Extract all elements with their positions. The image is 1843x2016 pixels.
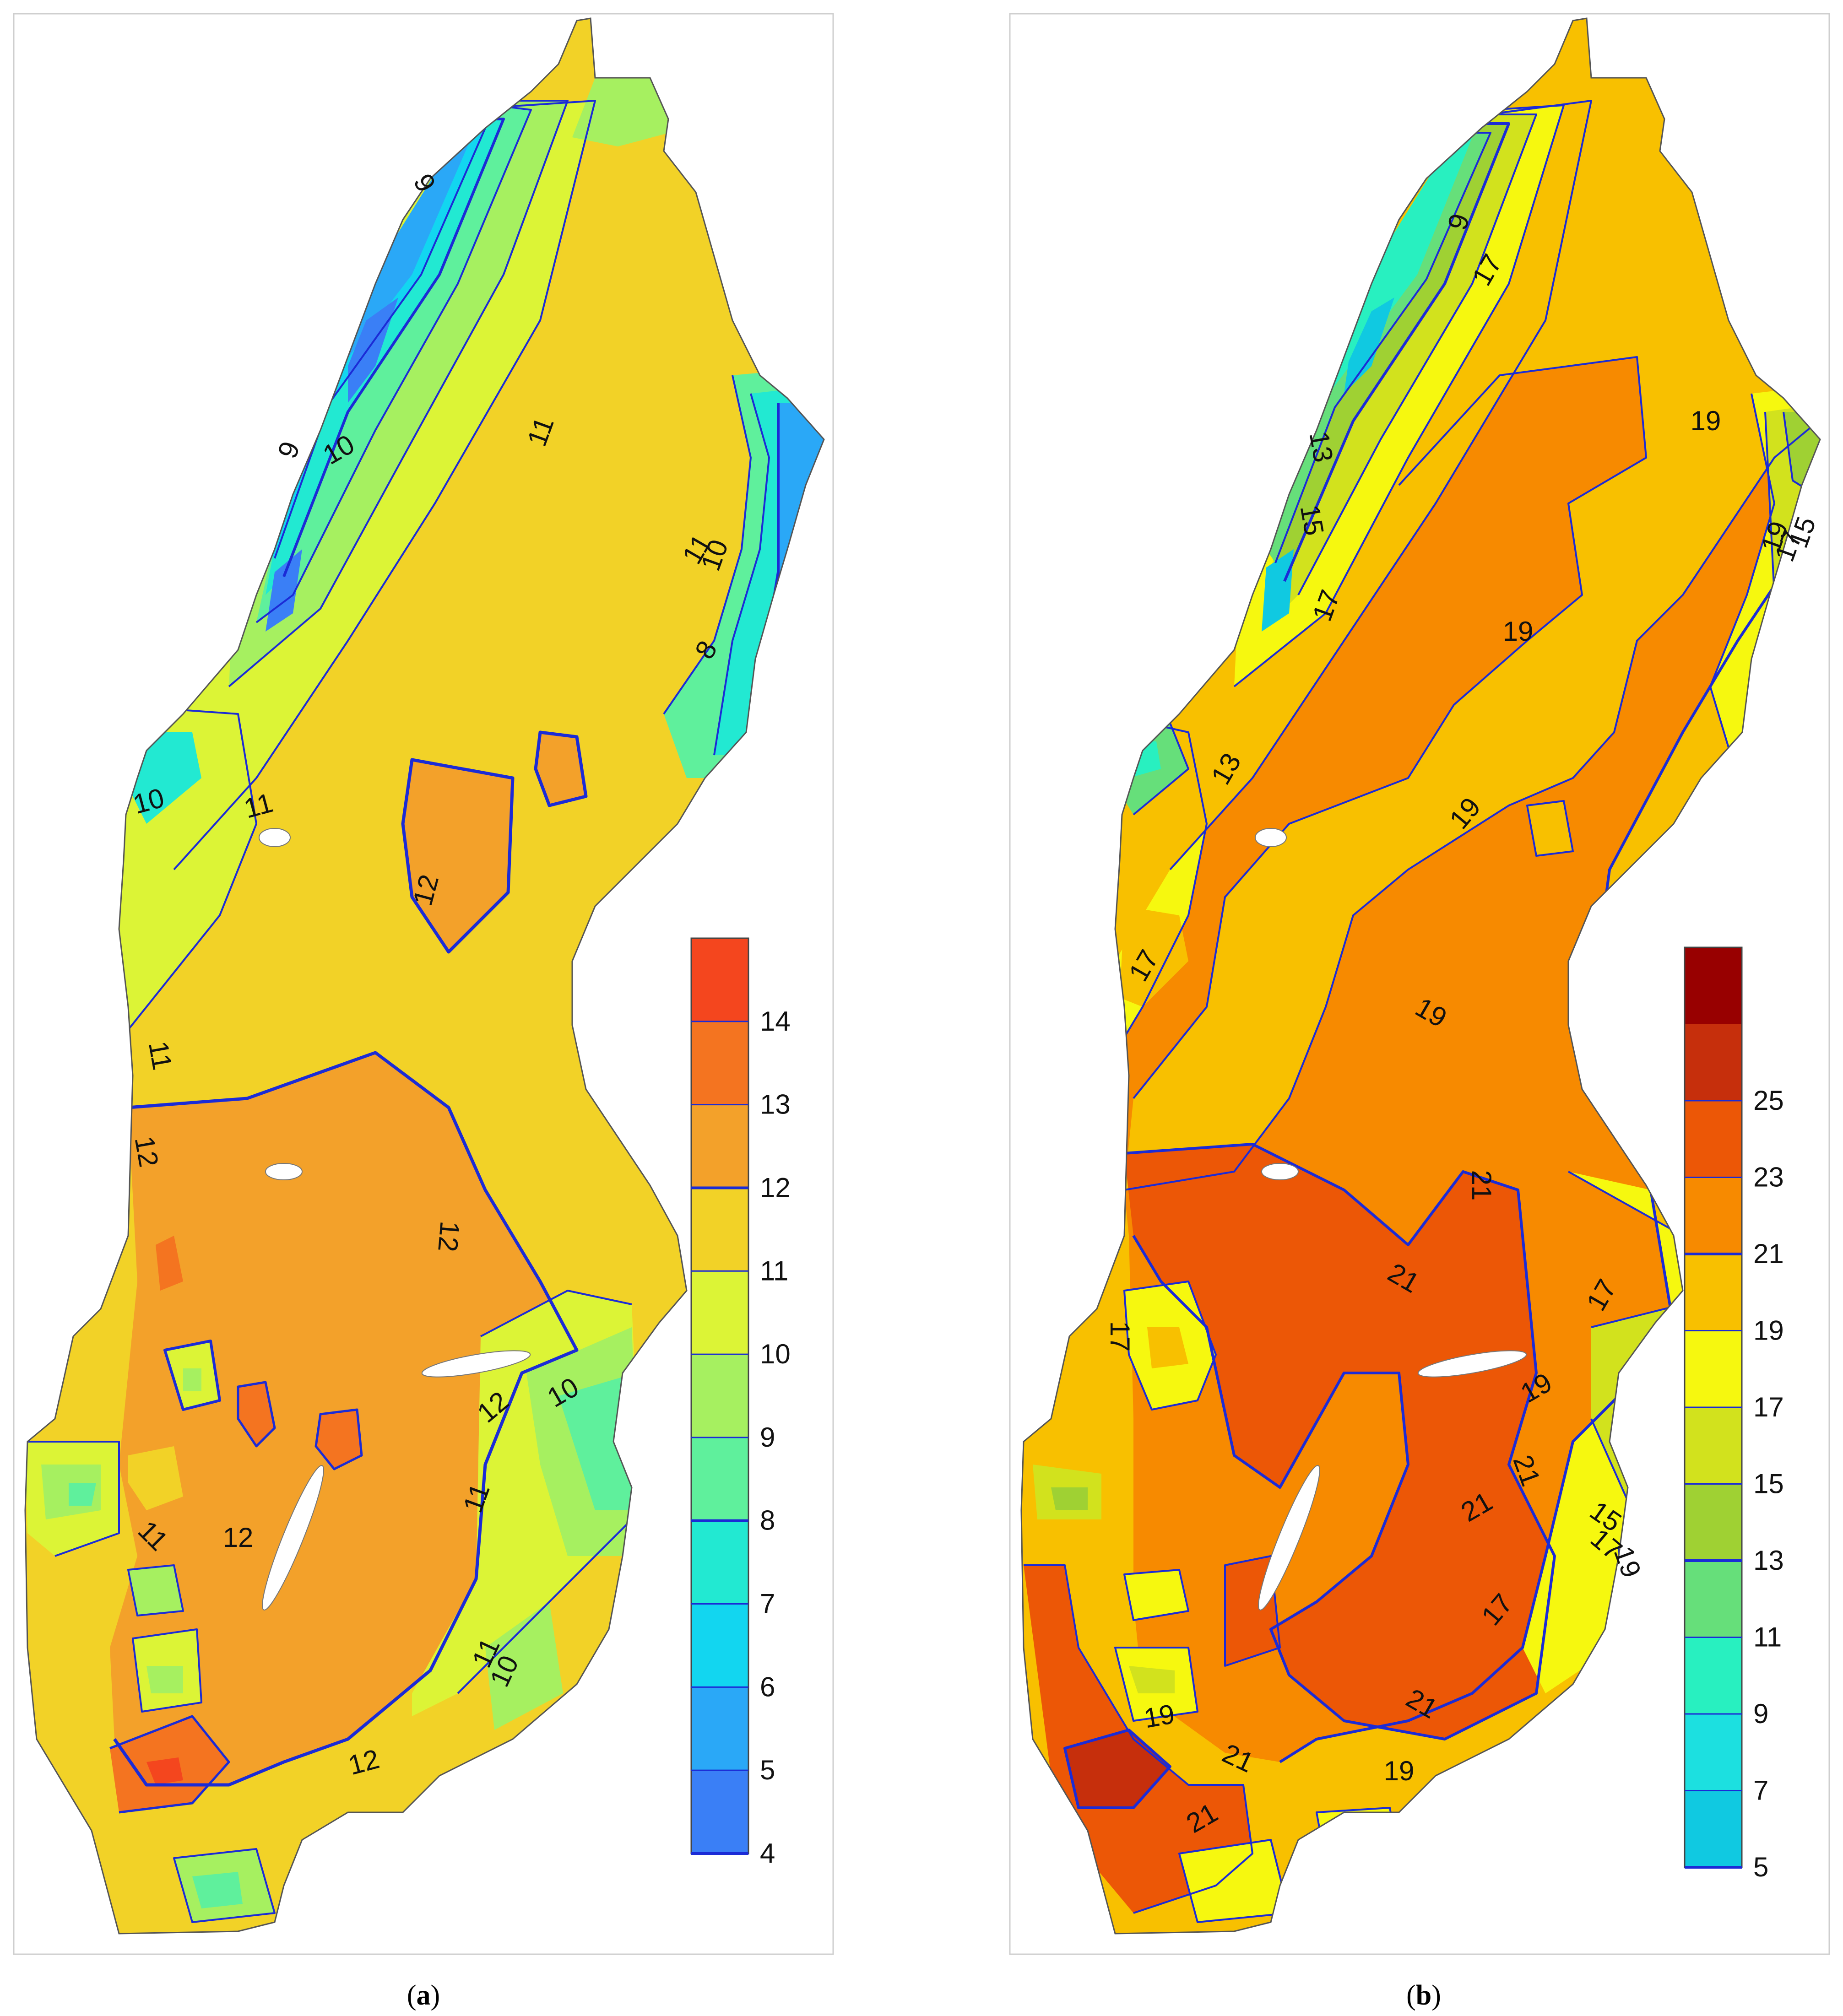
colorbar-swatch <box>1685 1254 1742 1331</box>
contour-label: 12 <box>129 1134 164 1169</box>
colorbar-tick-label: 6 <box>760 1671 775 1702</box>
contour-label: 19 <box>1503 616 1534 647</box>
colorbar-swatch <box>1685 1024 1742 1101</box>
colorbar-tick-label: 9 <box>760 1422 775 1453</box>
colorbar-swatch <box>691 1271 748 1355</box>
colorbar-tick-label: 13 <box>1753 1545 1784 1576</box>
colorbar-tick-label: 14 <box>760 1006 791 1037</box>
panel-a-caption-letter: a <box>417 1980 431 2011</box>
contour-label: 17 <box>1105 1321 1135 1352</box>
colorbar-swatch <box>1685 947 1742 1024</box>
colorbar-swatch <box>1685 1484 1742 1561</box>
colorbar-tick-label: 5 <box>760 1755 775 1785</box>
colorbar-tick-label: 25 <box>1753 1085 1784 1116</box>
colorbar-tick-label: 13 <box>760 1089 791 1120</box>
panel-b-caption-letter: b <box>1416 1980 1431 2011</box>
colorbar-tick-label: 15 <box>1753 1469 1784 1499</box>
contour-label: 15 <box>1294 503 1330 538</box>
colorbar-swatch <box>1685 1714 1742 1791</box>
contour-label: 19 <box>1691 405 1721 436</box>
colorbar-swatch <box>1685 1407 1742 1484</box>
colorbar-swatch <box>1685 1790 1742 1867</box>
colorbar-swatch <box>1685 1637 1742 1714</box>
panel-a-colorbar: 4 5 6 7 8 9 10 11 12 13 14 <box>690 937 791 1869</box>
colorbar-tick-label: 12 <box>760 1172 791 1203</box>
contour-label: 19 <box>1384 1756 1415 1786</box>
colorbar-swatch <box>1685 1177 1742 1254</box>
contour-label: 12 <box>223 1522 254 1553</box>
colorbar-swatch <box>691 938 748 1022</box>
colorbar-swatch <box>691 1021 748 1105</box>
colorbar-tick-label: 23 <box>1753 1162 1784 1193</box>
panel-b-caption: (b) <box>1406 1980 1441 2011</box>
contour-label: 13 <box>1303 429 1339 465</box>
colorbar-tick-label: 7 <box>1753 1775 1768 1806</box>
colorbar-tick-label: 17 <box>1753 1392 1784 1422</box>
colorbar-tick-label: 5 <box>1753 1852 1768 1882</box>
colorbar-swatch <box>691 1104 748 1188</box>
colorbar-swatch <box>691 1687 748 1771</box>
panel-a-caption: (a) <box>407 1980 440 2011</box>
colorbar-swatch <box>691 1520 748 1604</box>
colorbar-swatch <box>691 1437 748 1521</box>
colorbar-swatch <box>691 1354 748 1438</box>
colorbar-swatch <box>1685 1101 1742 1178</box>
panel-a-lakes <box>259 828 531 1611</box>
colorbar-tick-label: 4 <box>760 1838 775 1869</box>
contour-label: 11 <box>143 1039 178 1072</box>
colorbar-tick-label: 11 <box>1753 1622 1782 1653</box>
colorbar-tick-label: 11 <box>760 1255 788 1286</box>
colorbar-swatch <box>691 1604 748 1687</box>
colorbar-swatch <box>1685 1561 1742 1638</box>
colorbar-tick-label: 7 <box>760 1589 775 1619</box>
panel-b-lakes <box>1255 828 1527 1611</box>
colorbar-tick-label: 19 <box>1753 1315 1784 1346</box>
contour-label: 19 <box>1142 1698 1177 1734</box>
colorbar-tick-label: 10 <box>760 1339 791 1369</box>
colorbar-tick-label: 21 <box>1753 1238 1784 1269</box>
contour-label: 12 <box>432 1220 466 1253</box>
colorbar-swatch <box>691 1770 748 1854</box>
contour-label: 21 <box>1466 1170 1497 1201</box>
panel-b-colorbar: 5 7 9 11 13 15 17 19 21 23 25 <box>1684 946 1784 1882</box>
colorbar-tick-label: 8 <box>760 1505 775 1536</box>
panel-b-map: 9171315171919191715131917192121171719212… <box>1009 13 1830 2011</box>
colorbar-swatch <box>1685 1330 1742 1407</box>
colorbar-swatch <box>691 1188 748 1271</box>
colorbar-tick-label: 9 <box>1753 1698 1768 1729</box>
